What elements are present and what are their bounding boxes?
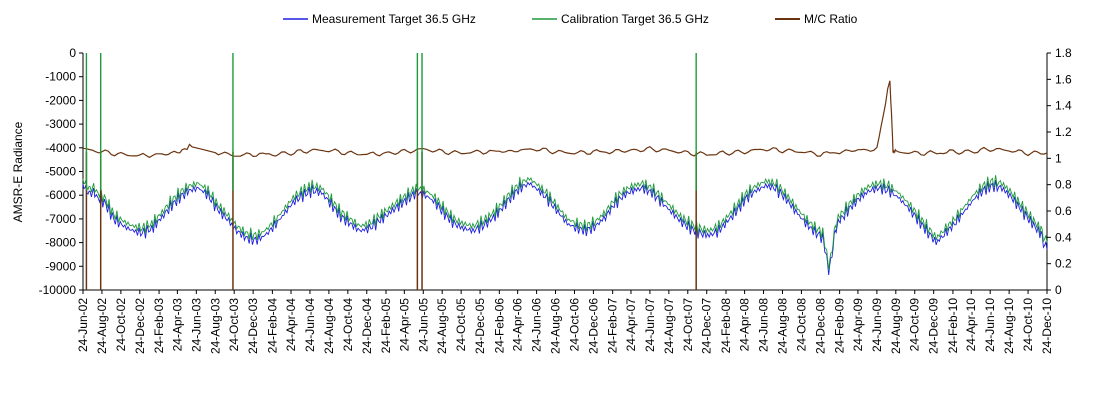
y2-tick-label: 1.8: [1055, 46, 1072, 60]
x-tick-label: 24-Oct-09: [908, 298, 922, 352]
y2-tick-label: 0.6: [1055, 204, 1072, 218]
y-axis-ticks: 0 -1000 -2000 -3000 -4000 -5000 -6000 -7000 -800…: [39, 46, 83, 297]
x-tick-label: 24-Oct-02: [114, 298, 128, 352]
x-tick-label: 24-Dec-05: [473, 298, 487, 354]
y2-tick-label: 0.4: [1055, 230, 1072, 244]
y-tick-label: -4000: [45, 141, 76, 155]
y-tick-label: 0: [69, 46, 76, 60]
y2-tick-label: 0.8: [1055, 178, 1072, 192]
x-tick-label: 24-Oct-04: [341, 298, 355, 352]
x-tick-label: 24-Apr-08: [738, 298, 752, 352]
y2-tick-label: 1.4: [1055, 99, 1072, 113]
series-line-1: [82, 175, 1048, 271]
series-line-0: [82, 179, 1048, 276]
x-tick-label: 24-Aug-08: [776, 298, 790, 354]
x-tick-label: 24-Oct-07: [681, 298, 695, 352]
x-tick-label: 24-Feb-06: [492, 298, 506, 354]
y2-axis-ticks: 1.8 1.6 1.4 1.2 1 0.8 0.6 0.4 0.2 0: [1047, 46, 1072, 297]
x-axis-ticks: 24-Jun-02 24-Aug-02 24-Oct-02 24-Dec-02 24-F…: [76, 290, 1054, 354]
x-tick-label: 24-Feb-03: [152, 298, 166, 354]
x-tick-label: 24-Apr-09: [851, 298, 865, 352]
x-tick-label: 24-Feb-08: [719, 298, 733, 354]
y-tick-label: -10000: [39, 283, 77, 297]
y2-tick-label: 1: [1055, 151, 1062, 165]
y-tick-label: -9000: [45, 259, 76, 273]
x-tick-label: 24-Feb-04: [265, 298, 279, 354]
x-tick-label: 24-Jun-10: [983, 298, 997, 352]
x-tick-label: 24-Dec-08: [813, 298, 827, 354]
y-tick-label: -5000: [45, 165, 76, 179]
x-tick-label: 24-Apr-04: [284, 298, 298, 352]
x-tick-label: 24-Oct-08: [794, 298, 808, 352]
x-tick-label: 24-Apr-06: [511, 298, 525, 352]
x-tick-label: 24-Oct-06: [568, 298, 582, 352]
x-tick-label: 24-Feb-05: [379, 298, 393, 354]
x-tick-label: 24-Apr-03: [170, 298, 184, 352]
x-tick-label: 24-Dec-06: [586, 298, 600, 354]
x-tick-label: 24-Jun-03: [189, 298, 203, 352]
x-tick-label: 24-Feb-09: [833, 298, 847, 354]
x-tick-label: 24-Aug-10: [1002, 298, 1016, 354]
legend-label-1: Calibration Target 36.5 GHz: [561, 12, 709, 26]
x-tick-label: 24-Apr-05: [397, 298, 411, 352]
x-tick-label: 24-Dec-09: [927, 298, 941, 354]
x-tick-label: 24-Apr-07: [624, 298, 638, 352]
plot-area: [82, 53, 1048, 291]
x-tick-label: 24-Aug-07: [662, 298, 676, 354]
x-tick-label: 24-Aug-03: [208, 298, 222, 354]
y2-tick-label: 0.2: [1055, 257, 1072, 271]
x-tick-label: 24-Dec-07: [700, 298, 714, 354]
x-tick-label: 24-Feb-07: [606, 298, 620, 354]
y-tick-label: -1000: [45, 70, 76, 84]
y-tick-label: -8000: [45, 236, 76, 250]
x-tick-label: 24-Jun-04: [303, 298, 317, 352]
y-axis-title: AMSR-E Radiance: [11, 121, 25, 222]
y-tick-label: -3000: [45, 117, 76, 131]
x-tick-label: 24-Aug-05: [435, 298, 449, 354]
x-tick-label: 24-Dec-04: [360, 298, 374, 354]
x-tick-label: 24-Jun-08: [757, 298, 771, 352]
y-tick-label: -7000: [45, 212, 76, 226]
y2-tick-label: 0: [1055, 283, 1062, 297]
x-tick-label: 24-Oct-05: [454, 298, 468, 352]
x-tick-label: 24-Jun-02: [76, 298, 90, 352]
x-tick-label: 24-Aug-06: [549, 298, 563, 354]
legend-label-2: M/C Ratio: [804, 12, 858, 26]
x-tick-label: 24-Aug-09: [889, 298, 903, 354]
legend-label-0: Measurement Target 36.5 GHz: [312, 12, 476, 26]
x-tick-label: 24-Feb-10: [946, 298, 960, 354]
y-tick-label: -6000: [45, 188, 76, 202]
x-tick-label: 24-Aug-02: [95, 298, 109, 354]
x-tick-label: 24-Aug-04: [322, 298, 336, 354]
x-tick-label: 24-Oct-10: [1021, 298, 1035, 352]
x-tick-label: 24-Oct-03: [227, 298, 241, 352]
y2-tick-label: 1.2: [1055, 125, 1072, 139]
legend: Measurement Target 36.5 GHz Calibration T…: [283, 12, 858, 26]
x-tick-label: 24-Dec-10: [1040, 298, 1054, 354]
x-tick-label: 24-Dec-02: [133, 298, 147, 354]
x-tick-label: 24-Dec-03: [246, 298, 260, 354]
series-line-2: [82, 80, 1048, 159]
x-tick-label: 24-Jun-07: [643, 298, 657, 352]
x-tick-label: 24-Apr-10: [964, 298, 978, 352]
x-tick-label: 24-Jun-09: [870, 298, 884, 352]
y2-tick-label: 1.6: [1055, 72, 1072, 86]
x-tick-label: 24-Jun-06: [530, 298, 544, 352]
y-tick-label: -2000: [45, 93, 76, 107]
x-tick-label: 24-Jun-05: [416, 298, 430, 352]
